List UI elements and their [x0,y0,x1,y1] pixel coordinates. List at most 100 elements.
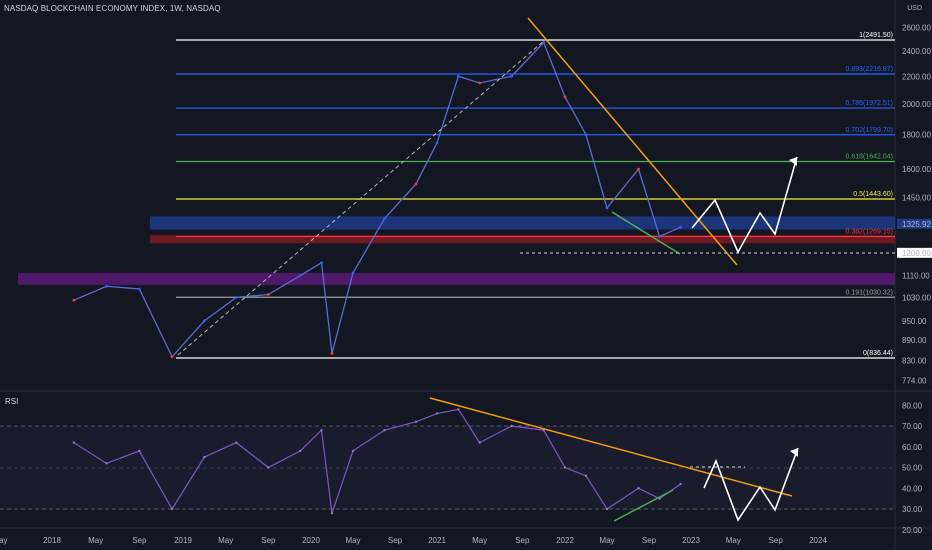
price-line [73,41,681,358]
price-point [414,182,418,186]
rsi-point [299,449,302,453]
time-tick-label: 2024 [809,536,827,545]
time-tick-label: May [345,536,360,545]
price-point [105,284,108,288]
time-tick-label: May [218,536,233,545]
downtrend-line[interactable] [527,17,738,266]
rsi-point [105,462,108,465]
price-tick-label: 2000.00 [902,100,931,109]
rsi-projection-arrow-icon [790,448,798,457]
rsi-point [235,441,238,444]
fib-trend-line[interactable] [177,39,546,356]
zone-band[interactable] [150,235,895,244]
time-tick-label: Sep [515,536,530,545]
price-tick-label: 774.00 [902,377,927,386]
rsi-tick-label: 80.00 [902,401,923,410]
rsi-point [138,449,141,453]
rsi-series [72,408,682,515]
rsi-point [478,441,481,444]
fib-level-label: 0.5(1443.60) [853,191,893,198]
time-tick-label: 2020 [302,536,320,545]
fib-level-label: 0.382(1269.15) [846,229,893,236]
zone-band[interactable] [150,216,895,230]
rsi-divergence-line[interactable] [613,489,674,522]
price-tick-label: 1800.00 [902,131,931,140]
time-tick-label: 2023 [682,536,700,545]
support-resistance-zones [18,216,895,285]
rsi-point [383,428,386,432]
price-tick-label: 1450.00 [902,194,931,203]
time-tick-label: May [726,536,741,545]
time-tick-label: May [88,536,103,545]
fib-level-label: 1(2491.50) [859,32,893,39]
price-tick-label: 1600.00 [902,165,931,174]
price-point [510,74,514,78]
price-tick-label: 2200.00 [902,72,931,81]
fib-level-label: 0.786(1972.51) [846,100,893,107]
price-series [72,41,682,359]
rsi-point [351,449,355,453]
price-point [637,167,640,171]
rsi-axis[interactable]: 80.00 70.00 60.00 50.00 40.00 30.00 20.00 [902,401,923,535]
price-point [658,234,661,238]
time-tick-label: May [472,536,487,545]
fib-level-label: 0(836.44) [863,350,893,357]
rsi-point [203,455,206,459]
time-tick-label: 2019 [174,536,192,545]
price-point [330,351,334,355]
rsi-tick-label: 50.00 [902,464,923,473]
currency-label: USD [907,5,922,12]
price-point [584,133,588,137]
price-point [320,261,323,265]
fibonacci-retracement[interactable]: 1(2491.50) 0.893(2216.87) 0.786(1972.51) 0.… [176,32,895,359]
price-tick-label: 950.00 [902,317,927,326]
rsi-tick-label: 30.00 [902,505,923,514]
price-tick-label: 1110.00 [902,272,930,281]
time-tick-label: Sep [132,536,147,545]
price-point [298,274,302,277]
time-tick-label: Sep [261,536,276,545]
price-divergence-line[interactable] [611,211,681,255]
price-point [170,355,174,359]
time-tick-label: May [0,536,8,545]
rsi-point [605,507,609,511]
rsi-point [320,428,323,432]
rsi-downtrend-line[interactable] [429,397,793,497]
chart-title: NASDAQ BLOCKCHAIN ECONOMY INDEX, 1W, NAS… [4,4,221,13]
price-point [605,206,609,210]
time-tick-label: 2021 [428,536,446,545]
rsi-tick-label: 20.00 [902,526,923,535]
rsi-point [435,412,439,415]
projection-path[interactable] [691,156,798,254]
price-point [351,271,355,275]
price-point [383,217,386,220]
rsi-tick-label: 60.00 [902,443,923,452]
price-tick-label: 2400.00 [902,47,931,56]
fib-level-label: 0.702(1799.70) [846,127,893,134]
price-point [478,81,482,85]
zone-band[interactable] [18,272,895,285]
rsi-line [73,408,681,514]
time-axis[interactable]: 2018 May Sep 2019 May Sep 2020 May Sep 2021 May Sep… [0,536,827,545]
price-axis[interactable]: 2600.00 2400.00 2200.00 2000.00 1800.00 1600.… [897,24,932,386]
price-point [563,95,567,99]
fib-level-label: 0.893(2216.87) [846,66,893,73]
rsi-tick-label: 40.00 [902,484,923,493]
rsi-point [170,507,174,511]
price-tick-label: 830.00 [902,356,927,365]
price-point [72,298,76,302]
time-tick-label: Sep [769,536,784,545]
price-point [542,41,546,44]
price-point [266,293,270,296]
rsi-point [414,420,418,424]
time-tick-label: 2018 [43,536,61,545]
rsi-point [637,487,640,490]
time-tick-label: Sep [642,536,657,545]
price-tick-label: 1030.00 [902,293,931,302]
price-marker-badge [897,247,932,258]
rsi-projection-path[interactable] [703,447,799,522]
rsi-title: RSI [5,397,19,406]
price-point [234,295,238,299]
rsi-point [563,466,567,469]
